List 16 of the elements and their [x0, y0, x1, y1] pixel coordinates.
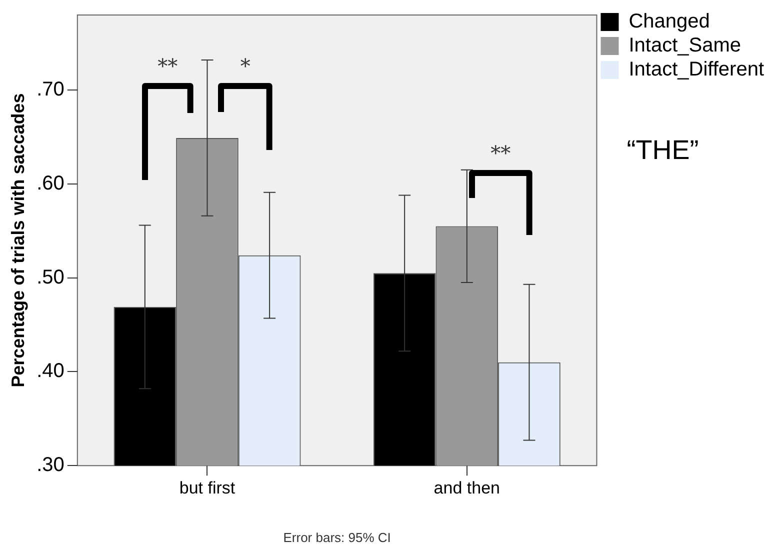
- y-tick-label: .30: [36, 454, 64, 476]
- y-tick-label: .50: [36, 266, 64, 288]
- y-tick-label: .60: [36, 172, 64, 194]
- annotation: **: [490, 141, 512, 165]
- y-tick-label: .70: [36, 78, 64, 101]
- x-tick-label: and then: [434, 478, 500, 498]
- legend-label: Intact_Different: [628, 58, 764, 81]
- legend-label: Intact_Same: [628, 34, 742, 57]
- y-tick-label: .40: [36, 360, 64, 382]
- text: “THE”: [626, 135, 699, 166]
- y-axis-title: Percentage of trials with saccades: [8, 93, 28, 388]
- x-tick-label: but first: [179, 478, 236, 498]
- legend-label: Changed: [628, 10, 710, 33]
- annotation: **: [156, 54, 179, 78]
- annotation: *: [239, 54, 252, 78]
- text: Error bars: 95% CI: [282, 530, 392, 545]
